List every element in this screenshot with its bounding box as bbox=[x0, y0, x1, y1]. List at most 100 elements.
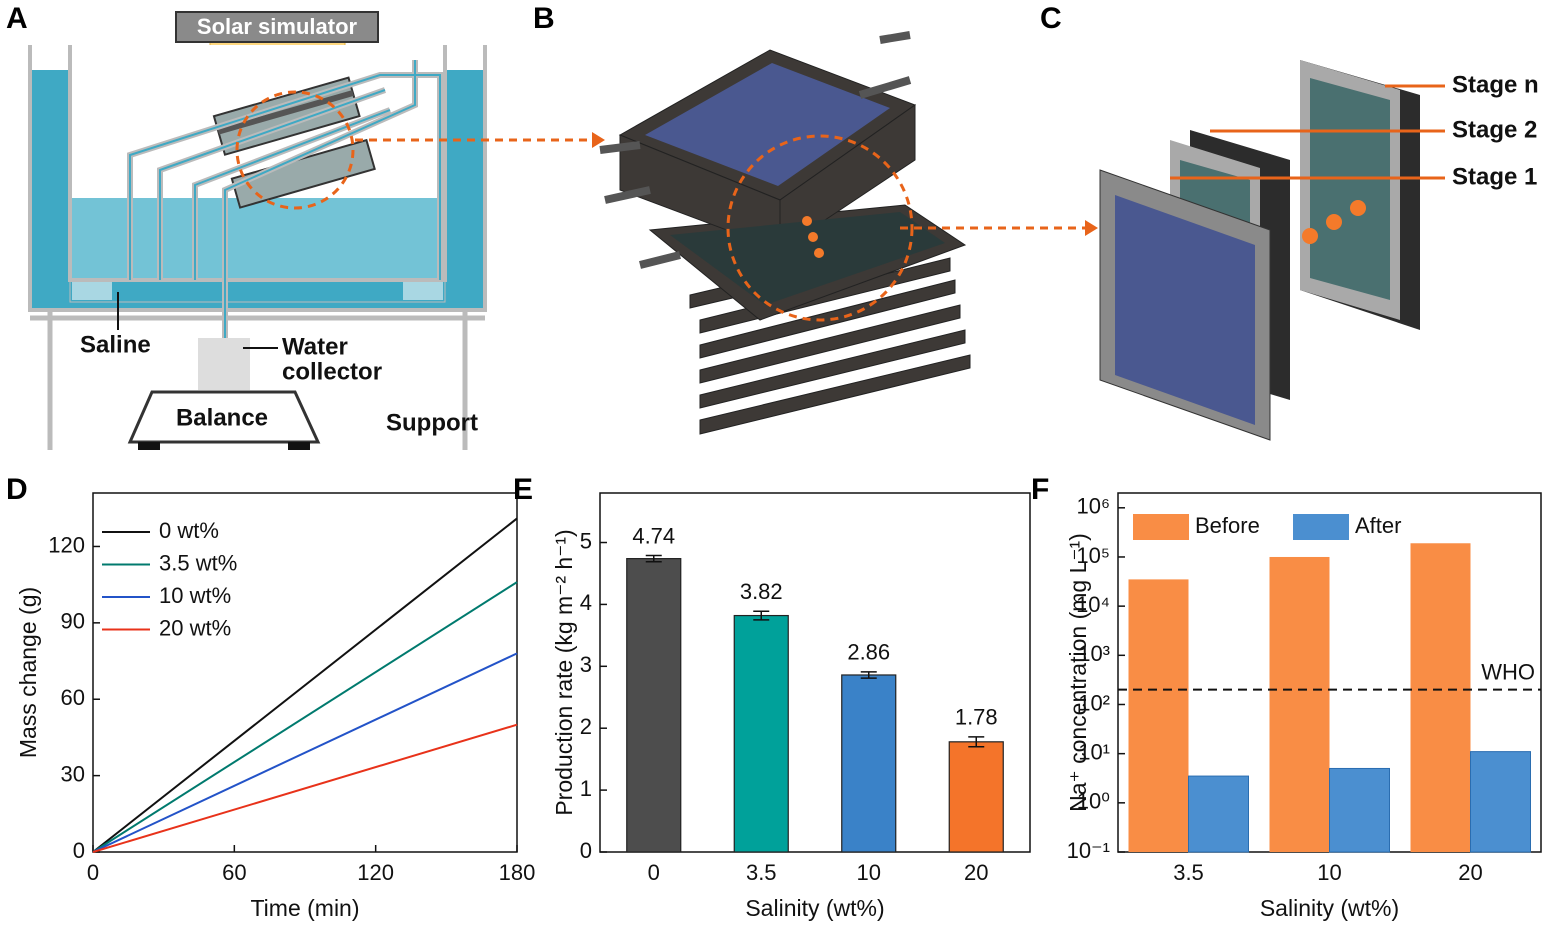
table bbox=[30, 310, 485, 450]
evaporator bbox=[645, 63, 890, 186]
legend-swatch bbox=[1133, 514, 1189, 540]
panel-letter: E bbox=[513, 473, 533, 506]
label: collector bbox=[282, 358, 382, 385]
y-tick-label: 30 bbox=[61, 761, 85, 786]
legend-label: After bbox=[1355, 513, 1401, 538]
highlight-circle bbox=[235, 90, 355, 210]
x-tick-label: 3.5 bbox=[746, 860, 777, 885]
support-block bbox=[403, 282, 443, 300]
x-tick-label: 3.5 bbox=[1173, 860, 1204, 885]
y-tick-label: 10¹ bbox=[1078, 739, 1110, 764]
error-bar bbox=[968, 736, 985, 748]
bar bbox=[948, 741, 1004, 853]
bar bbox=[1269, 556, 1330, 852]
panel-letter: F bbox=[1031, 473, 1049, 506]
dot bbox=[1302, 228, 1318, 244]
label: Stage n bbox=[1452, 71, 1539, 98]
value-label: 1.78 bbox=[955, 705, 998, 730]
value-label: 2.86 bbox=[847, 640, 890, 665]
label: Balance bbox=[176, 404, 268, 431]
y-tick-label: 10⁰ bbox=[1077, 789, 1110, 814]
bar bbox=[1188, 775, 1249, 853]
panel-letter: D bbox=[6, 473, 28, 506]
panel-b: B bbox=[533, 2, 1098, 435]
y-tick-label: 0 bbox=[580, 838, 592, 863]
value-label: 4.74 bbox=[632, 523, 675, 548]
fin bbox=[699, 304, 961, 384]
legend-swatch bbox=[1293, 514, 1349, 540]
error-bar bbox=[645, 554, 662, 563]
x-tick-label: 10 bbox=[1317, 860, 1341, 885]
y-tick-label: 10⁶ bbox=[1076, 494, 1110, 519]
legend-label: 3.5 wt% bbox=[159, 550, 237, 575]
label: Stage 1 bbox=[1452, 163, 1537, 190]
error-bar bbox=[753, 610, 770, 621]
x-axis-label: Salinity (wt%) bbox=[745, 895, 884, 921]
panel-letter: A bbox=[6, 2, 28, 35]
panel-letter: B bbox=[533, 2, 555, 35]
label: Support bbox=[386, 409, 478, 436]
line bbox=[92, 652, 518, 853]
fin bbox=[699, 354, 971, 435]
label: Water bbox=[282, 333, 348, 360]
y-tick-label: 10² bbox=[1078, 690, 1110, 715]
y-tick-label: 10³ bbox=[1078, 641, 1110, 666]
x-axis-label: Time (min) bbox=[250, 895, 359, 921]
bar bbox=[841, 674, 897, 853]
x-tick-label: 180 bbox=[499, 860, 536, 885]
y-tick-label: 4 bbox=[580, 590, 592, 615]
y-tick-label: 120 bbox=[48, 532, 85, 557]
saline bbox=[70, 198, 445, 280]
leader bbox=[1170, 84, 1445, 180]
leader bbox=[117, 292, 278, 349]
x-tick-label: 10 bbox=[857, 860, 881, 885]
panel-a: A Solar simulator Saline Water collector… bbox=[6, 2, 605, 450]
line bbox=[92, 723, 518, 853]
pipes bbox=[599, 31, 912, 269]
fin bbox=[699, 279, 956, 359]
x-tick-label: 20 bbox=[964, 860, 988, 885]
stage-1 bbox=[1115, 195, 1255, 425]
stage-n bbox=[1310, 78, 1390, 300]
y-axis-label: Na⁺ concentration (mg L⁻¹) bbox=[1065, 533, 1091, 812]
legend-label: 0 wt% bbox=[159, 518, 219, 543]
bar bbox=[626, 558, 682, 853]
reference-label: WHO bbox=[1481, 659, 1535, 684]
bar bbox=[733, 614, 789, 853]
plot-frame bbox=[599, 492, 1031, 853]
water-collector bbox=[198, 338, 250, 390]
bar bbox=[1470, 751, 1531, 853]
bar bbox=[1128, 579, 1189, 852]
tank-floor bbox=[69, 279, 446, 303]
arrowhead bbox=[592, 132, 605, 148]
foot bbox=[138, 442, 160, 450]
y-tick-label: 90 bbox=[61, 609, 85, 634]
simulator-box bbox=[175, 11, 379, 43]
balance bbox=[127, 390, 321, 444]
x-tick-label: 0 bbox=[87, 860, 99, 885]
support-block bbox=[72, 282, 112, 300]
dot bbox=[814, 248, 824, 258]
y-tick-label: 2 bbox=[580, 714, 592, 739]
y-axis-label: Production rate (kg m⁻² h⁻¹) bbox=[551, 529, 577, 815]
plot-frame bbox=[92, 492, 518, 853]
foot bbox=[288, 442, 310, 450]
y-tick-label: 3 bbox=[580, 652, 592, 677]
bar bbox=[1410, 543, 1471, 852]
x-tick-label: 120 bbox=[357, 860, 394, 885]
y-tick-label: 0 bbox=[73, 838, 85, 863]
line bbox=[92, 581, 518, 853]
y-tick-label: 10⁻¹ bbox=[1067, 838, 1110, 863]
panel-c: C Stage n Stage 2 Stage 1 bbox=[1040, 2, 1539, 441]
dot bbox=[808, 232, 818, 242]
y-axis-label: Mass change (g) bbox=[15, 587, 41, 758]
y-tick-label: 10⁵ bbox=[1076, 543, 1110, 568]
line bbox=[92, 517, 518, 853]
y-tick-label: 5 bbox=[580, 528, 592, 553]
error-bar bbox=[860, 671, 877, 679]
x-tick-label: 20 bbox=[1458, 860, 1482, 885]
dot bbox=[802, 216, 812, 226]
highlight-circle bbox=[726, 134, 914, 322]
tubes-inner bbox=[129, 60, 441, 350]
